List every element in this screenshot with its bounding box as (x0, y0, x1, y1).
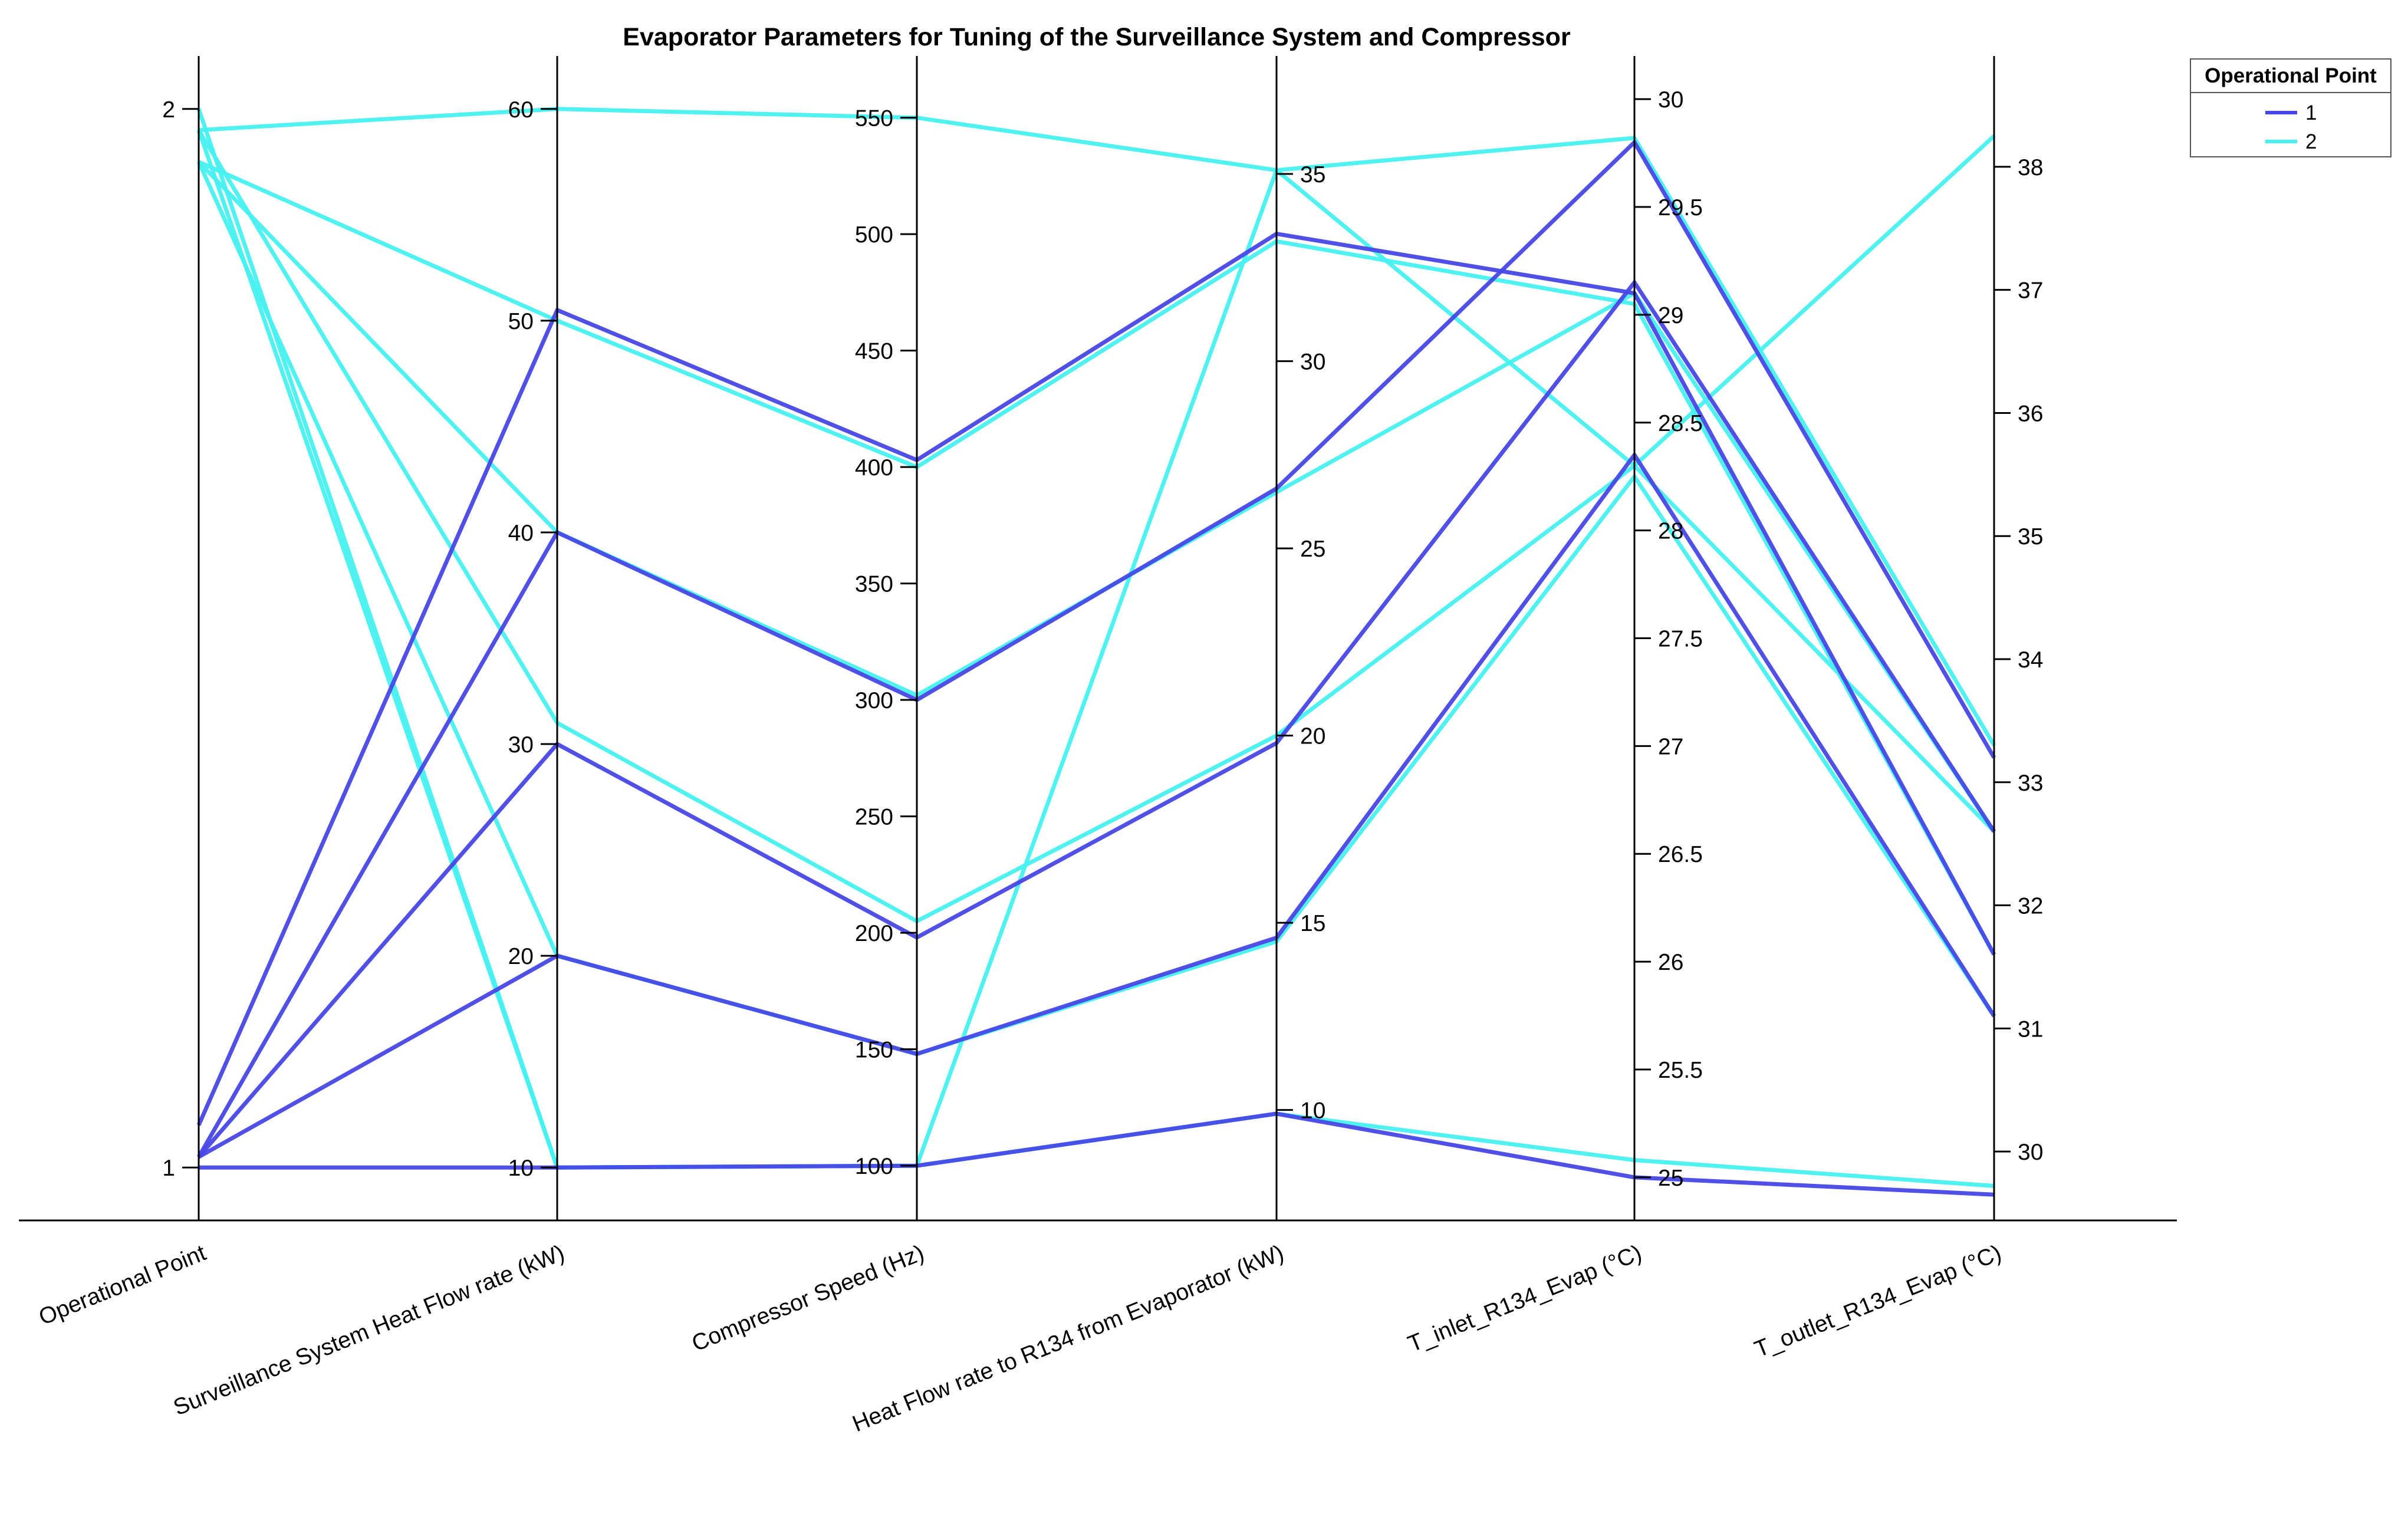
axis-tick-label-0: 1 (162, 1156, 175, 1181)
axis-tick-label-3: 25 (1300, 537, 1325, 562)
axis-tick-label-2: 400 (855, 455, 893, 481)
axis-tick-label-3: 10 (1300, 1098, 1325, 1124)
axis-tick-label-3: 30 (1300, 350, 1325, 375)
series-line-op2-2 (197, 160, 1996, 833)
axis-tick-label-4: 27 (1658, 734, 1683, 759)
axis-tick-label-2: 200 (855, 921, 893, 946)
axis-tick-label-3: 35 (1300, 162, 1325, 187)
axis-tick-label-4: 26 (1658, 950, 1683, 975)
axis-tick-label-5: 35 (2018, 524, 2043, 549)
axis-tick-label-3: 15 (1300, 911, 1325, 936)
data-lines (196, 107, 1996, 1197)
axis-tick-label-4: 25 (1658, 1166, 1683, 1191)
axis-tick-label-5: 37 (2018, 278, 2043, 304)
series-line-op2-3 (197, 129, 1996, 923)
axis-tick-label-2: 450 (855, 339, 893, 364)
series-line-op2-0 (198, 107, 1996, 746)
series-line-op1-11 (199, 1111, 1995, 1197)
axis-tick-label-1: 20 (508, 944, 534, 969)
axis-tick-label-5: 36 (2018, 401, 2043, 426)
series-line-op1-7 (196, 232, 1996, 1126)
axis-tick-label-4: 29.5 (1658, 195, 1703, 221)
axis-tick-label-5: 33 (2018, 771, 2043, 796)
axis-tick-label-2: 100 (855, 1154, 893, 1179)
legend: Operational Point 1 2 (2190, 58, 2391, 157)
axis-tick-label-2: 150 (855, 1038, 893, 1063)
legend-title: Operational Point (2205, 64, 2377, 87)
series-line-op2-6 (196, 129, 1996, 1170)
axis-tick-label-1: 10 (508, 1156, 534, 1181)
axis-label-4: T_inlet_R134_Evap (°C) (1404, 1240, 1645, 1357)
axis-tick-label-4: 28.5 (1658, 411, 1703, 436)
series-line-op1-9 (197, 280, 1996, 1159)
axis-tick-label-1: 60 (508, 97, 534, 123)
series-line-op2-5 (196, 108, 1995, 1188)
axis-tick-label-2: 250 (855, 805, 893, 830)
axis-tick-label-5: 31 (2018, 1016, 2043, 1042)
axis-label-1: Surveillance System Heat Flow rate (kW) (170, 1240, 568, 1420)
axis-tick-label-0: 2 (162, 97, 175, 123)
axis-tick-label-1: 30 (508, 732, 534, 758)
axis-tick-label-5: 34 (2018, 647, 2043, 673)
legend-label-2: 2 (2305, 130, 2317, 153)
axes: 1 2 10 20 30 40 50 60 100 150 200 250 300 350 400 450 50… (162, 56, 2043, 1220)
axis-label-3: Heat Flow rate to R134 from Evaporator (… (849, 1240, 1288, 1437)
axis-label-2: Compressor Speed (Hz) (688, 1240, 927, 1356)
legend-label-1: 1 (2305, 101, 2317, 124)
axis-label-0: Operational Point (35, 1240, 210, 1330)
axis-tick-label-5: 30 (2018, 1140, 2043, 1165)
axis-tick-label-4: 28 (1658, 519, 1683, 544)
axis-label-5: T_outlet_R134_Evap (°C) (1751, 1240, 2005, 1362)
axis-tick-label-2: 550 (855, 106, 893, 131)
axis-tick-label-4: 26.5 (1658, 842, 1703, 867)
axis-tick-label-2: 500 (855, 222, 893, 248)
axis-tick-label-4: 27.5 (1658, 627, 1703, 652)
axis-tick-label-2: 350 (855, 572, 893, 597)
axis-tick-label-4: 25.5 (1658, 1058, 1703, 1083)
axis-tick-label-4: 29 (1658, 303, 1683, 328)
axis-tick-label-1: 40 (508, 521, 534, 546)
series-line-op1-8 (196, 140, 1996, 1159)
legend-box (2190, 58, 2391, 157)
axis-tick-label-5: 38 (2018, 155, 2043, 180)
axis-tick-label-1: 50 (508, 309, 534, 334)
axis-tick-label-2: 300 (855, 688, 893, 713)
series-line-op1-10 (198, 453, 1996, 1159)
axis-tick-label-4: 30 (1658, 87, 1683, 113)
axis-tick-label-5: 32 (2018, 894, 2043, 919)
chart-title: Evaporator Parameters for Tuning of the … (623, 23, 1571, 51)
axis-tick-label-3: 20 (1300, 724, 1325, 749)
